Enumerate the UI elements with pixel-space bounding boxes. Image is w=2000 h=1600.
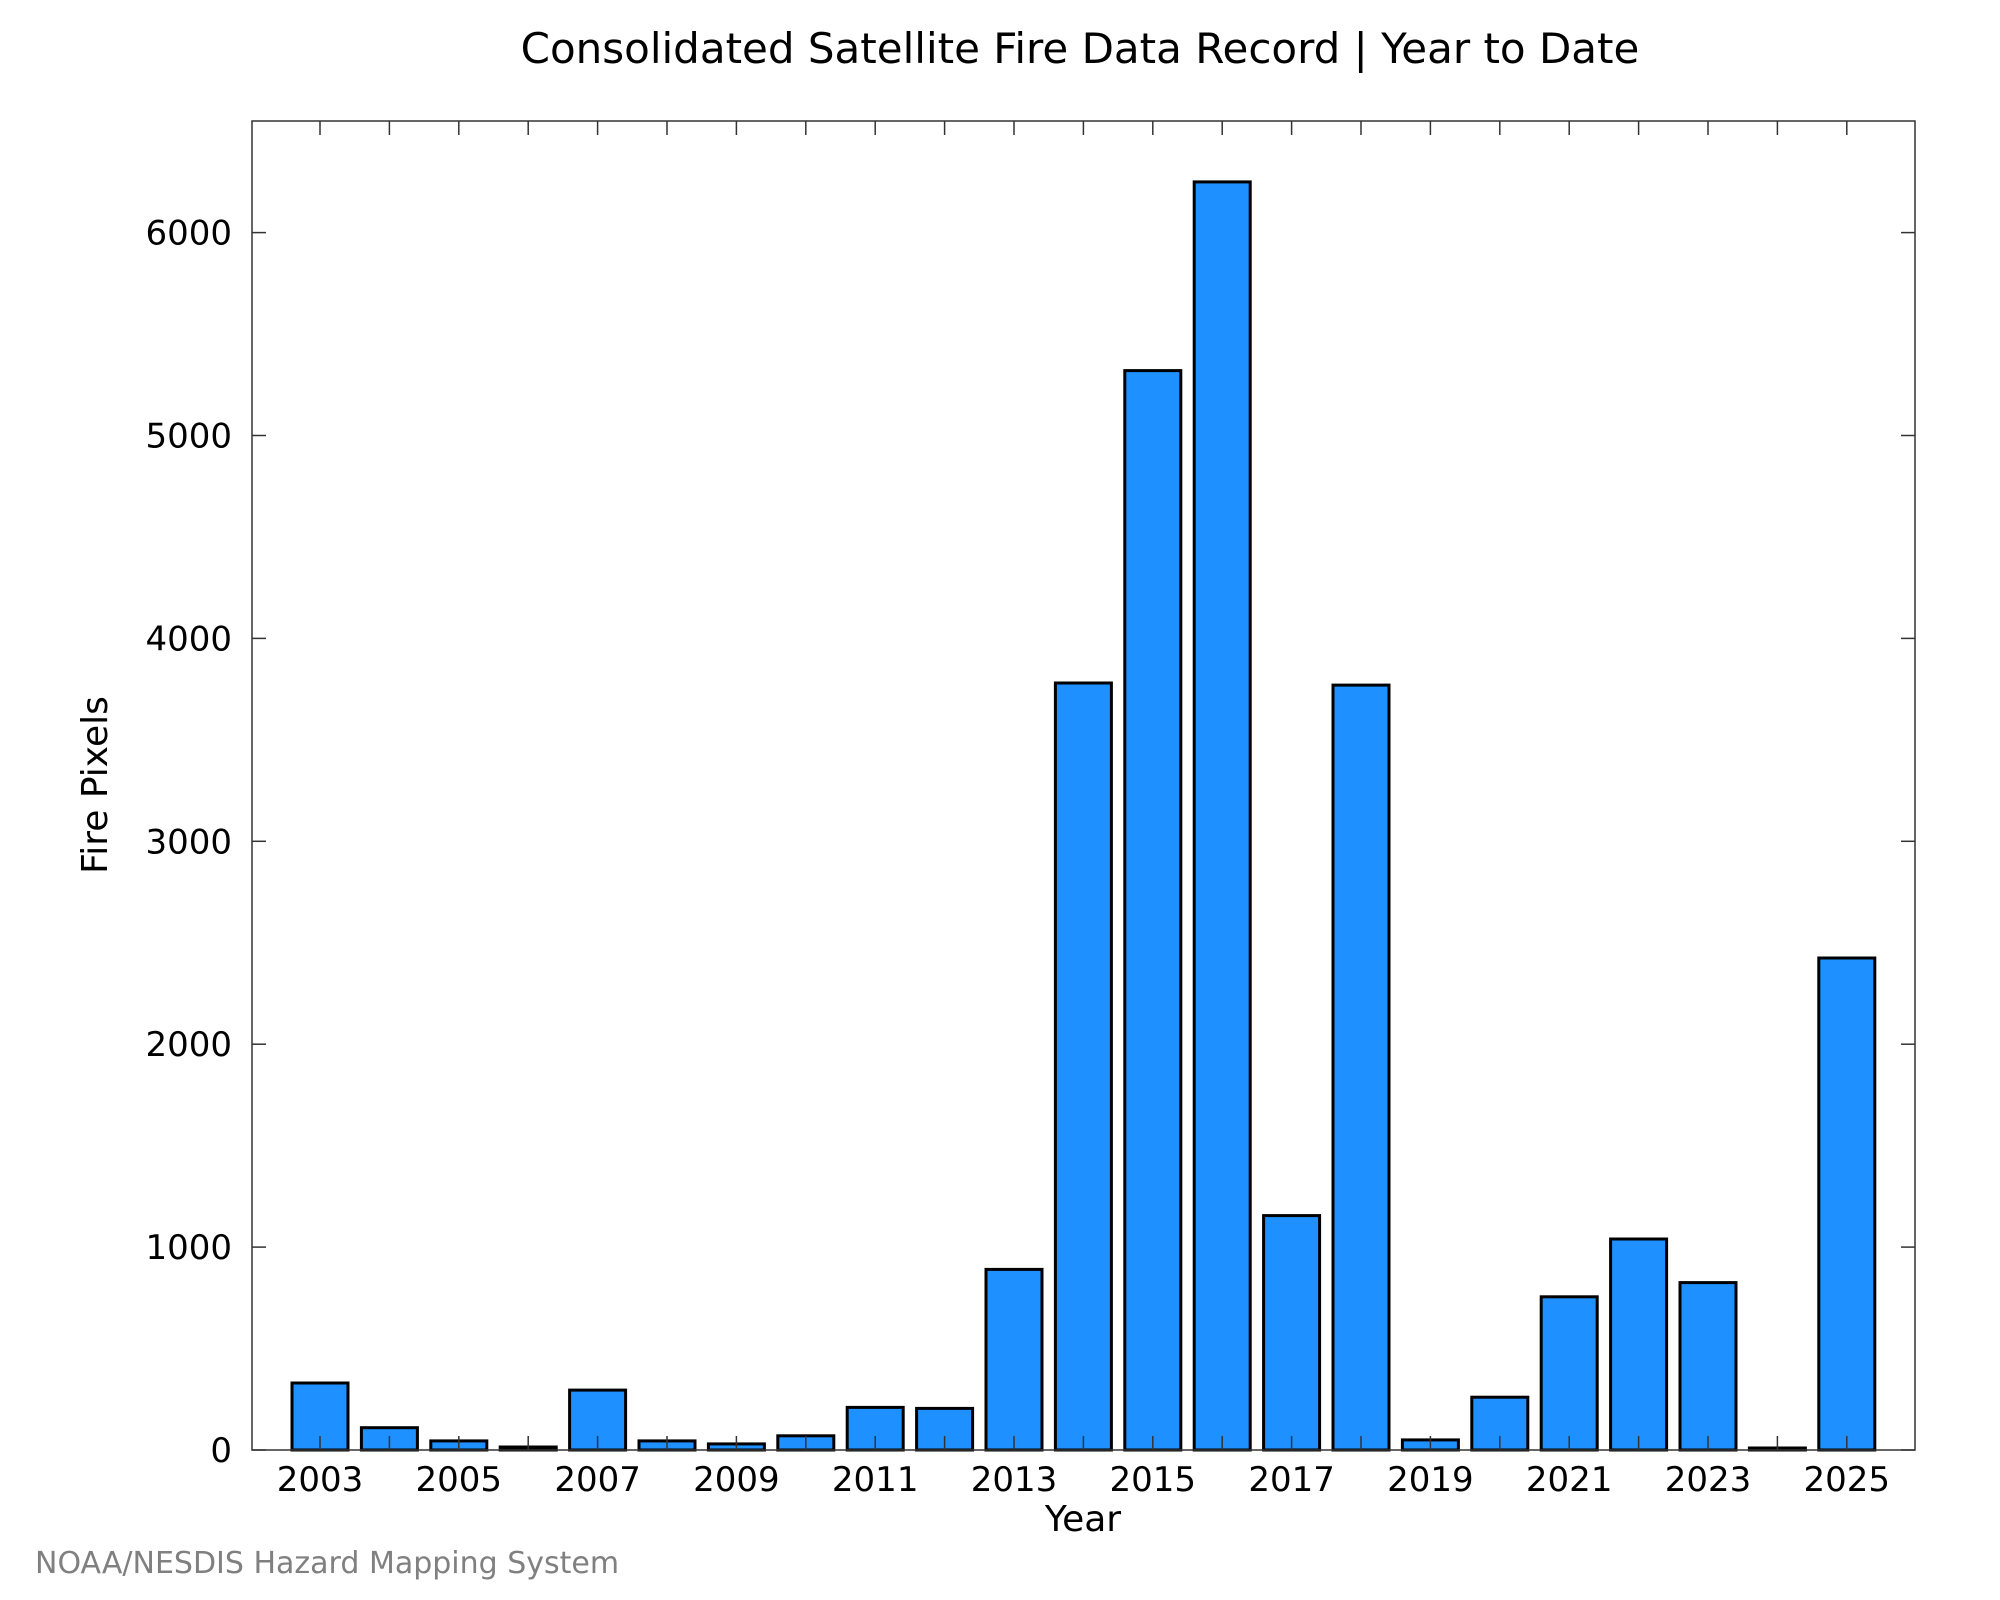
y-tick-label: 4000: [145, 619, 232, 659]
bar-2018: [1331, 683, 1391, 1452]
y-tick-label: 1000: [145, 1228, 232, 1268]
y-tick-label: 6000: [145, 214, 232, 254]
bars: [290, 180, 1877, 1452]
bar-2013: [984, 1267, 1044, 1452]
bar-2021: [1539, 1295, 1599, 1452]
x-tick-label: 2003: [277, 1460, 364, 1500]
y-tick-label: 0: [210, 1431, 232, 1471]
x-tick-label: 2009: [693, 1460, 780, 1500]
credit-text: NOAA/NESDIS Hazard Mapping System: [35, 1546, 619, 1581]
chart-title: Consolidated Satellite Fire Data Record …: [521, 24, 1640, 73]
y-axis: 0 1000 2000 3000 4000 5000 6000: [145, 214, 1915, 1471]
y-tick-label: 2000: [145, 1025, 232, 1065]
x-tick-label: 2017: [1248, 1460, 1335, 1500]
x-tick-label: 2015: [1110, 1460, 1197, 1500]
bar-2016: [1192, 180, 1252, 1452]
x-axis: 2003 2005 2007 2009 2011 2013 2015 2017 2019 2021…: [277, 121, 1890, 1500]
bar-2025: [1817, 956, 1877, 1452]
y-tick-label: 3000: [145, 822, 232, 862]
x-tick-label: 2019: [1387, 1460, 1474, 1500]
y-axis-label: Fire Pixels: [75, 696, 116, 874]
bar-2023: [1678, 1281, 1738, 1452]
bar-2022: [1609, 1237, 1669, 1452]
x-tick-label: 2011: [832, 1460, 919, 1500]
x-tick-label: 2023: [1665, 1460, 1752, 1500]
x-tick-label: 2025: [1804, 1460, 1891, 1500]
bar-2017: [1262, 1214, 1322, 1452]
x-tick-label: 2005: [416, 1460, 503, 1500]
bar-2015: [1123, 369, 1183, 1452]
x-axis-label: Year: [1044, 1499, 1121, 1540]
x-tick-label: 2013: [971, 1460, 1058, 1500]
y-tick-label: 5000: [145, 416, 232, 456]
bar-2014: [1053, 681, 1113, 1452]
x-tick-label: 2007: [554, 1460, 641, 1500]
x-tick-label: 2021: [1526, 1460, 1613, 1500]
